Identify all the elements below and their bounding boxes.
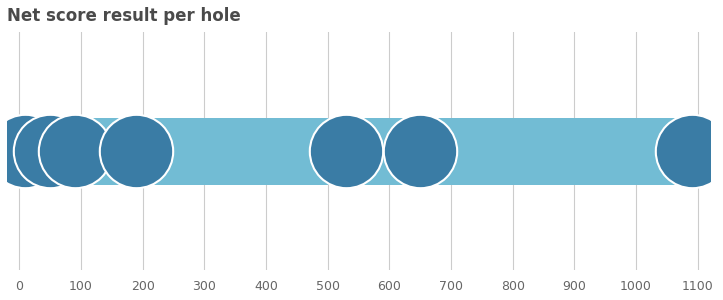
Bar (20, 118, 698, 184)
Point (685, 149, 697, 154)
Point (414, 149, 426, 154)
Point (692, 149, 703, 154)
Point (131, 149, 142, 154)
Point (341, 149, 352, 154)
Point (69, 149, 80, 154)
Point (14, 149, 25, 154)
Text: Net score result per hole: Net score result per hole (7, 7, 241, 25)
Point (20, 149, 31, 154)
Point (44, 149, 56, 154)
